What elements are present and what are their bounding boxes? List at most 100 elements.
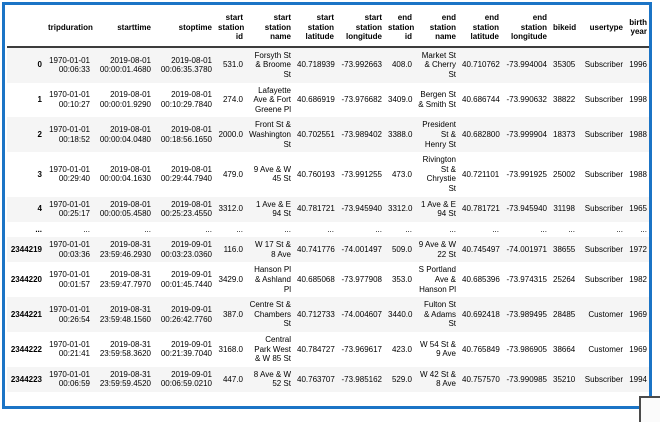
- column-header-4: start station name: [246, 7, 294, 48]
- cell: 40.712733: [297, 309, 335, 319]
- cell: 2019-08-01 00:00:01.4680: [99, 55, 151, 75]
- cell: 35210: [553, 374, 576, 384]
- cell: 40.692418: [462, 309, 500, 319]
- cell: 2019-09-01 00:03:23.0360: [160, 240, 212, 259]
- row-index: 0: [37, 60, 42, 70]
- cell: 274.0: [222, 95, 243, 105]
- row-index: 2: [37, 129, 42, 139]
- cell: 2019-08-01 00:00:05.4580: [99, 199, 151, 219]
- row-index: 4: [37, 204, 42, 214]
- cell: -74.004607: [341, 309, 382, 319]
- cell: 25002: [553, 169, 576, 179]
- cell: 1972: [629, 245, 647, 255]
- cell: 3312.0: [388, 204, 413, 214]
- row-index: 2344219: [10, 245, 42, 255]
- cell: -73.989495: [506, 309, 547, 319]
- cell: W 17 St & 8 Ave: [254, 240, 291, 259]
- cell: 40.781721: [297, 204, 335, 214]
- column-header-11: bikeid: [550, 7, 578, 48]
- cell: -73.991925: [506, 169, 547, 179]
- cell: 531.0: [222, 60, 243, 70]
- cell: 8 Ave & W 52 St: [253, 369, 291, 389]
- column-header-13: birth year: [626, 7, 649, 48]
- cell: 38655: [553, 245, 576, 255]
- cell: -74.001497: [341, 245, 382, 255]
- cell: ...: [568, 224, 575, 234]
- cell: 447.0: [222, 374, 243, 384]
- cell: 2019-08-01 00:25:23.4550: [160, 199, 212, 219]
- table-row: 3 1970-01-01 00:29:40 2019-08-01 00:00:04.…: [7, 152, 649, 196]
- cell: 1970-01-01 00:06:33: [49, 55, 90, 75]
- cell: 1982: [629, 275, 647, 285]
- cell: 40.745497: [462, 245, 500, 255]
- cell: 40.760193: [297, 169, 335, 179]
- header-row: tripduration starttime stoptime start stati…: [7, 7, 649, 48]
- cell: Subscriber: [584, 169, 623, 179]
- cell: 2019-08-01 00:18:56.1650: [160, 125, 212, 144]
- cell: 3312.0: [218, 204, 243, 214]
- column-header-9: end station latitude: [459, 7, 502, 48]
- cell: 116.0: [223, 245, 243, 255]
- row-index: 2344223: [10, 374, 42, 384]
- cell: 3409.0: [388, 95, 413, 105]
- table-row: 2344220 1970-01-01 00:01:57 2019-08-31 23:…: [7, 262, 649, 297]
- table-row: 2344221 1970-01-01 00:26:54 2019-08-31 23:…: [7, 297, 649, 333]
- cell: ...: [449, 224, 456, 234]
- table-row: 2344219 1970-01-01 00:03:36 2019-08-31 23:…: [7, 237, 649, 263]
- row-index: 2344221: [10, 309, 42, 319]
- cell: 31198: [553, 204, 575, 214]
- cell: 2000.0: [218, 129, 243, 139]
- column-header-7: end station id: [385, 7, 415, 48]
- cell: 40.781721: [462, 204, 500, 214]
- table-row: 2344222 1970-01-01 00:21:41 2019-08-31 23:…: [7, 332, 649, 367]
- cell: Subscriber: [584, 204, 623, 214]
- cell: Subscriber: [584, 60, 623, 70]
- cell: 2019-08-31 23:59:58.3620: [99, 339, 151, 359]
- table-header: tripduration starttime stoptime start stati…: [7, 7, 649, 48]
- cell: -73.990632: [506, 95, 547, 105]
- cell: Lafayette Ave & Fort Greene Pl: [253, 85, 291, 114]
- cell: 2019-08-01 00:00:01.9290: [99, 90, 151, 109]
- cell: Market St & Cherry St: [421, 50, 456, 79]
- row-index: 1: [37, 95, 42, 105]
- cell: 2019-08-01 00:00:04.1630: [99, 164, 151, 184]
- cell: 2019-08-01 00:06:35.3780: [160, 55, 212, 75]
- cell: 509.0: [391, 245, 412, 255]
- cell: Subscriber: [584, 129, 623, 139]
- cell: 1994: [629, 374, 647, 384]
- cell: 38822: [553, 95, 576, 105]
- cell: 40.741776: [297, 245, 335, 255]
- row-index: ...: [35, 224, 42, 234]
- cell: -73.986905: [506, 344, 547, 354]
- cell: 2019-09-01 00:26:42.7760: [160, 305, 212, 324]
- cell: Subscriber: [584, 245, 623, 255]
- cell: W 54 St & 9 Ave: [419, 339, 456, 359]
- cell: Rivington St & Chrystie St: [422, 155, 456, 193]
- cell: 1 Ave & E 94 St: [421, 199, 456, 219]
- cell: Customer: [588, 309, 623, 319]
- cell: 40.686744: [462, 95, 500, 105]
- cell: -73.976682: [341, 95, 382, 105]
- cell: 38664: [553, 344, 576, 354]
- cell: 40.757570: [462, 374, 500, 384]
- cell: 1965: [629, 204, 647, 214]
- cell: -73.977908: [341, 275, 382, 285]
- dataframe-frame: tripduration starttime stoptime start stati…: [2, 2, 652, 409]
- cell: 40.710762: [462, 60, 500, 70]
- cell: ...: [540, 224, 547, 234]
- column-header-3: start station id: [215, 7, 246, 48]
- cell: 2019-08-31 23:59:46.2930: [99, 240, 151, 259]
- cell: President St & Henry St: [422, 120, 456, 149]
- cell: -73.991255: [341, 169, 382, 179]
- row-index: 3: [37, 169, 42, 179]
- cell: 40.702551: [297, 129, 335, 139]
- cell: ...: [616, 224, 623, 234]
- cell: ...: [375, 224, 382, 234]
- cell: 2019-08-31 23:59:59.4520: [99, 369, 151, 389]
- cell: 1996: [629, 60, 647, 70]
- cell: 2019-09-01 00:21:39.7040: [160, 339, 212, 359]
- cell: ...: [492, 224, 499, 234]
- cell: W 42 St & 8 Ave: [419, 369, 456, 389]
- cell: 2019-09-01 00:01:45.7440: [160, 270, 212, 289]
- cell: -73.994004: [506, 60, 547, 70]
